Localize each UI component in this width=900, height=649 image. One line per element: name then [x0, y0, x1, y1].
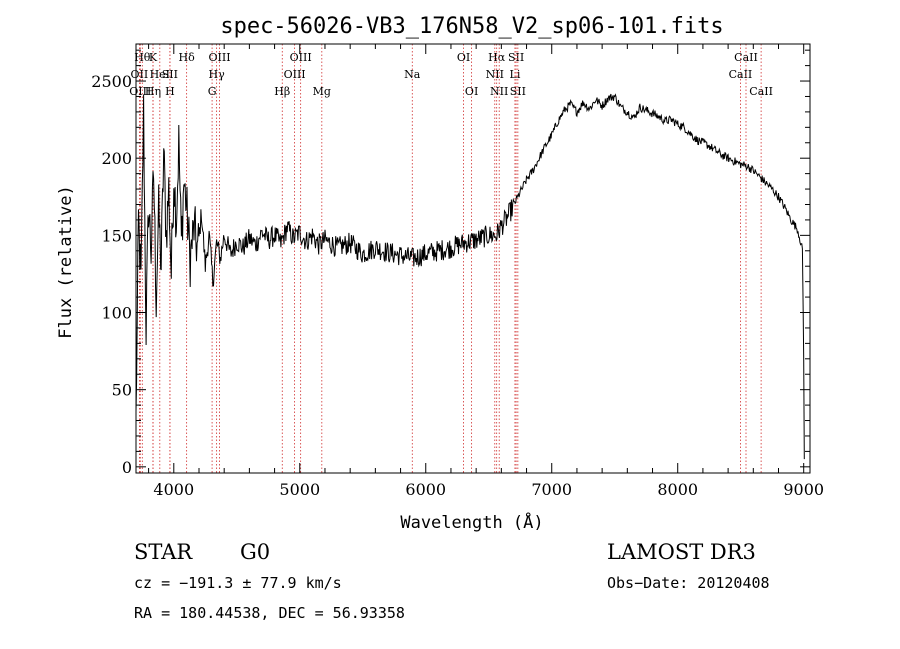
- obs-date: Obs−Date: 20120408: [607, 574, 770, 592]
- spectral-line-label-22: Li: [510, 68, 521, 81]
- y-axis-label: Flux (relative): [56, 185, 76, 339]
- y-tick-label-4: 200: [101, 149, 132, 168]
- spectral-line-label-23: SII: [508, 51, 524, 64]
- spectral-line-label-26: CaII: [734, 51, 758, 64]
- x-tick-label-4: 8000: [657, 480, 698, 499]
- x-tick-label-5: 9000: [783, 480, 824, 499]
- x-axis-label: Wavelength (Å): [400, 511, 543, 533]
- spectral-line-label-11: OIII: [208, 51, 230, 64]
- y-tick-label-0: 0: [122, 458, 132, 477]
- x-tick-label-1: 5000: [279, 480, 320, 499]
- spectral-line-label-8: Hδ: [179, 51, 196, 64]
- spectral-line-label-0: Hθ: [134, 51, 151, 64]
- spectral-line-markers: HθOIIOIIIKHeIHηSIIHHδGHγOIIIHβOIIIOIIIMg…: [129, 44, 773, 473]
- spectral-line-label-15: Mg: [313, 85, 331, 98]
- object-class: STAR: [134, 540, 193, 564]
- x-tick-label-2: 6000: [405, 480, 446, 499]
- spectral-line-label-27: CaII: [749, 85, 773, 98]
- spectral-line-label-1: OII: [131, 68, 149, 81]
- spectrum-series: [135, 93, 805, 460]
- y-tick-label-2: 100: [101, 304, 132, 323]
- coordinates: RA = 180.44538, DEC = 56.93358: [134, 604, 405, 622]
- spectral-line-label-17: OI: [457, 51, 470, 64]
- redshift-readout: cz = −191.3 ± 77.9 km/s: [134, 574, 342, 592]
- spectral-line-label-7: H: [165, 85, 175, 98]
- spectral-line-label-6: SII: [162, 68, 178, 81]
- x-tick-label-0: 4000: [153, 480, 194, 499]
- y-tick-label-5: 2500: [91, 72, 132, 91]
- spectral-line-label-16: Na: [404, 68, 421, 81]
- y-tick-label-3: 150: [101, 226, 132, 245]
- axis-ticks: 4000 5000 6000 7000 8000 9000 0 50 100 150 200 2500: [91, 44, 824, 499]
- spectral-line-label-9: G: [208, 85, 217, 98]
- survey-name: LAMOST DR3: [607, 540, 756, 564]
- spectral-line-label-14: OIII: [290, 51, 312, 64]
- spectral-line-label-5: Hη: [145, 85, 161, 98]
- x-tick-label-3: 7000: [531, 480, 572, 499]
- spectral-line-label-10: Hγ: [209, 68, 226, 81]
- spectral-line-label-21: NII: [490, 85, 508, 98]
- y-tick-label-1: 50: [112, 381, 132, 400]
- spectral-line-label-13: OIII: [284, 68, 306, 81]
- spectral-line-label-19: NII: [486, 68, 504, 81]
- spectral-line-label-18: OI: [465, 85, 478, 98]
- spectral-line-label-24: SII: [510, 85, 526, 98]
- spectral-line-label-25: CaII: [729, 68, 753, 81]
- spectrum-line-0: [135, 93, 805, 460]
- spectral-line-label-4: HeI: [150, 68, 170, 81]
- plot-frame: [135, 43, 811, 474]
- spectral-line-label-20: Hα: [488, 51, 506, 64]
- spectral-line-label-3: K: [149, 51, 158, 64]
- spectral-line-label-12: Hβ: [274, 85, 290, 98]
- object-subclass: G0: [240, 540, 271, 564]
- chart-title: spec-56026-VB3_176N58_V2_sp06-101.fits: [220, 14, 723, 39]
- spectral-line-label-2: OIII: [129, 85, 151, 98]
